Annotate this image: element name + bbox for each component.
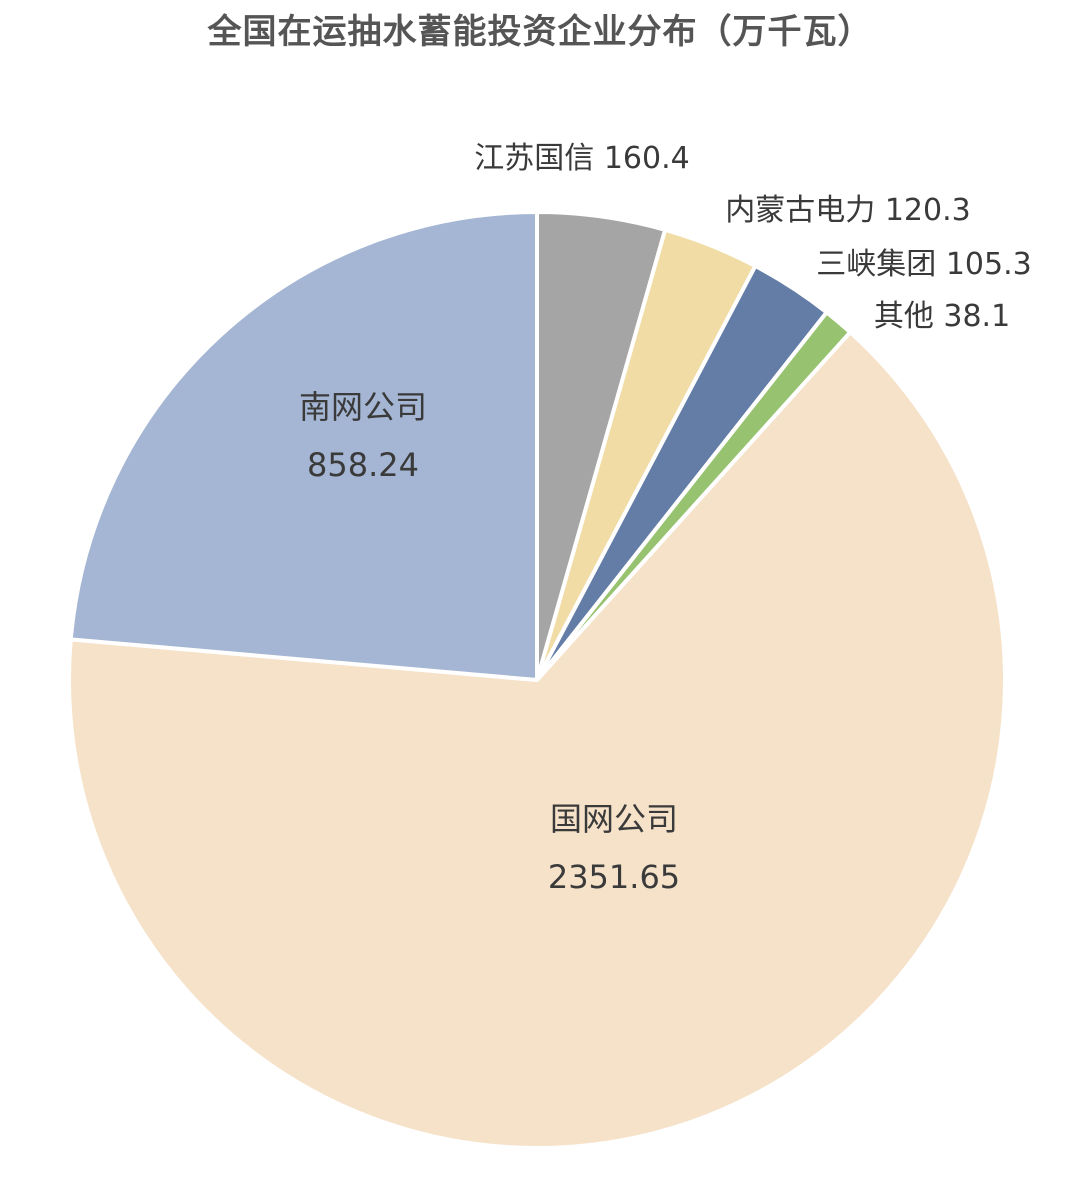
chart-title: 全国在运抽水蓄能投资企业分布（万千瓦） — [207, 12, 873, 52]
pie-labels: 国网公司 2351.65 南网公司 858.24 江苏国信 160.4 内蒙古电力 120… — [299, 141, 1032, 896]
slice-label-value-2: 858.24 — [307, 446, 419, 484]
slice-label-3: 江苏国信 160.4 — [474, 141, 689, 176]
slice-label-name-2: 南网公司 — [299, 388, 427, 426]
pie-slice-1 — [67, 330, 1007, 1150]
pie-slices — [67, 210, 1007, 1150]
slice-label-value-1: 2351.65 — [548, 858, 680, 896]
slice-label-5: 三峡集团 105.3 — [816, 247, 1031, 282]
slice-label-4: 内蒙古电力 120.3 — [725, 193, 970, 228]
pie-slice-2 — [68, 210, 539, 682]
slice-label-6: 其他 38.1 — [874, 299, 1010, 334]
slice-label-name-1: 国网公司 — [550, 800, 678, 838]
